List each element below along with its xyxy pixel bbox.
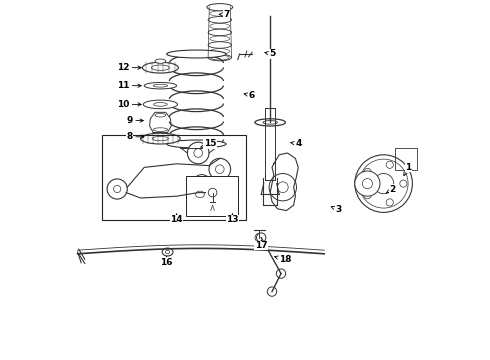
Ellipse shape xyxy=(155,59,166,63)
Ellipse shape xyxy=(143,62,178,73)
Text: 14: 14 xyxy=(171,214,183,224)
Circle shape xyxy=(400,180,407,187)
Text: 16: 16 xyxy=(160,257,173,266)
Circle shape xyxy=(355,155,413,212)
Circle shape xyxy=(208,188,217,197)
Ellipse shape xyxy=(144,82,176,89)
Circle shape xyxy=(107,179,127,199)
Circle shape xyxy=(209,158,231,180)
Ellipse shape xyxy=(141,133,180,144)
Text: 1: 1 xyxy=(404,163,412,176)
Text: 9: 9 xyxy=(126,116,144,125)
Text: 3: 3 xyxy=(331,205,341,214)
Ellipse shape xyxy=(167,50,226,58)
Ellipse shape xyxy=(153,128,168,131)
Text: 17: 17 xyxy=(255,240,268,250)
Circle shape xyxy=(386,161,393,168)
Circle shape xyxy=(364,168,371,176)
Circle shape xyxy=(386,199,393,206)
Circle shape xyxy=(193,175,211,193)
Text: 7: 7 xyxy=(219,10,230,19)
Bar xyxy=(186,176,238,216)
Circle shape xyxy=(364,192,371,199)
Circle shape xyxy=(355,171,380,196)
Text: 8: 8 xyxy=(126,132,144,141)
Ellipse shape xyxy=(155,113,166,117)
Text: 5: 5 xyxy=(265,49,276,58)
Text: 4: 4 xyxy=(291,139,302,148)
Circle shape xyxy=(187,142,209,164)
Circle shape xyxy=(268,287,277,296)
Circle shape xyxy=(255,233,264,242)
Text: 10: 10 xyxy=(117,100,141,109)
Ellipse shape xyxy=(162,248,173,256)
Text: 11: 11 xyxy=(117,81,141,90)
Circle shape xyxy=(276,269,286,278)
Circle shape xyxy=(257,233,266,242)
Ellipse shape xyxy=(167,140,226,148)
Text: 15: 15 xyxy=(200,139,216,148)
Ellipse shape xyxy=(143,100,177,109)
Text: 2: 2 xyxy=(386,184,395,194)
Ellipse shape xyxy=(207,4,233,11)
Text: 18: 18 xyxy=(275,256,292,264)
Bar xyxy=(102,135,245,220)
Text: 13: 13 xyxy=(226,214,239,224)
Text: 12: 12 xyxy=(117,63,141,72)
Text: 6: 6 xyxy=(244,91,255,100)
Bar xyxy=(395,148,417,170)
Ellipse shape xyxy=(255,119,286,126)
